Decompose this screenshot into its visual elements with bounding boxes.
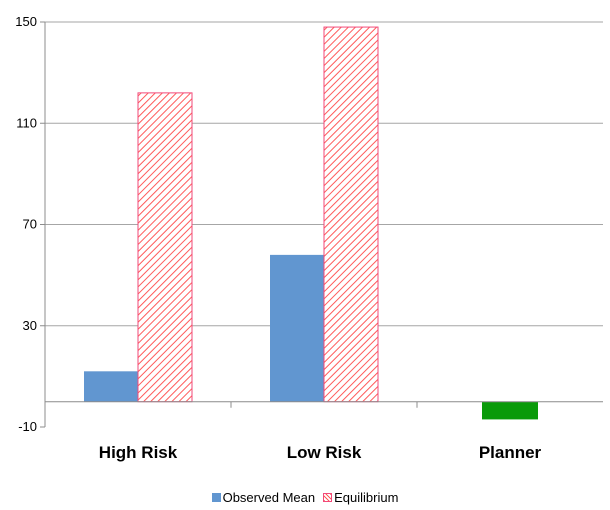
axes [40,21,603,428]
y-tick-label: 30 [23,318,37,333]
y-tick-label: 110 [16,115,37,130]
bar-chart: -10 30 70 110 150 High Risk Low Risk Planner [15,14,603,462]
bar-equilibrium [323,26,379,403]
x-category-label: Low Risk [287,443,362,462]
legend-item-observed-mean: Observed Mean [211,490,316,505]
y-tick-label: -10 [18,419,37,434]
axis-labels: -10 30 70 110 150 High Risk Low Risk Planner [15,14,541,462]
legend-swatch-equilibrium [323,493,333,502]
bar-observed-mean [270,254,324,402]
legend-label-observed-mean: Observed Mean [222,490,316,505]
bar-observed-mean [84,371,138,402]
legend: Observed Mean Equilibrium [0,490,610,505]
legend-label-equilibrium: Equilibrium [334,490,399,505]
bars [84,26,538,420]
legend-swatch-observed-mean [211,493,221,502]
y-tick-label: 150 [15,14,37,29]
legend-item-equilibrium: Equilibrium [323,490,398,505]
x-category-label: High Risk [99,443,178,462]
bar-equilibrium [137,92,193,403]
bar-planner [482,401,538,420]
y-tick-label: 70 [23,217,37,232]
x-category-label: Planner [479,443,542,462]
